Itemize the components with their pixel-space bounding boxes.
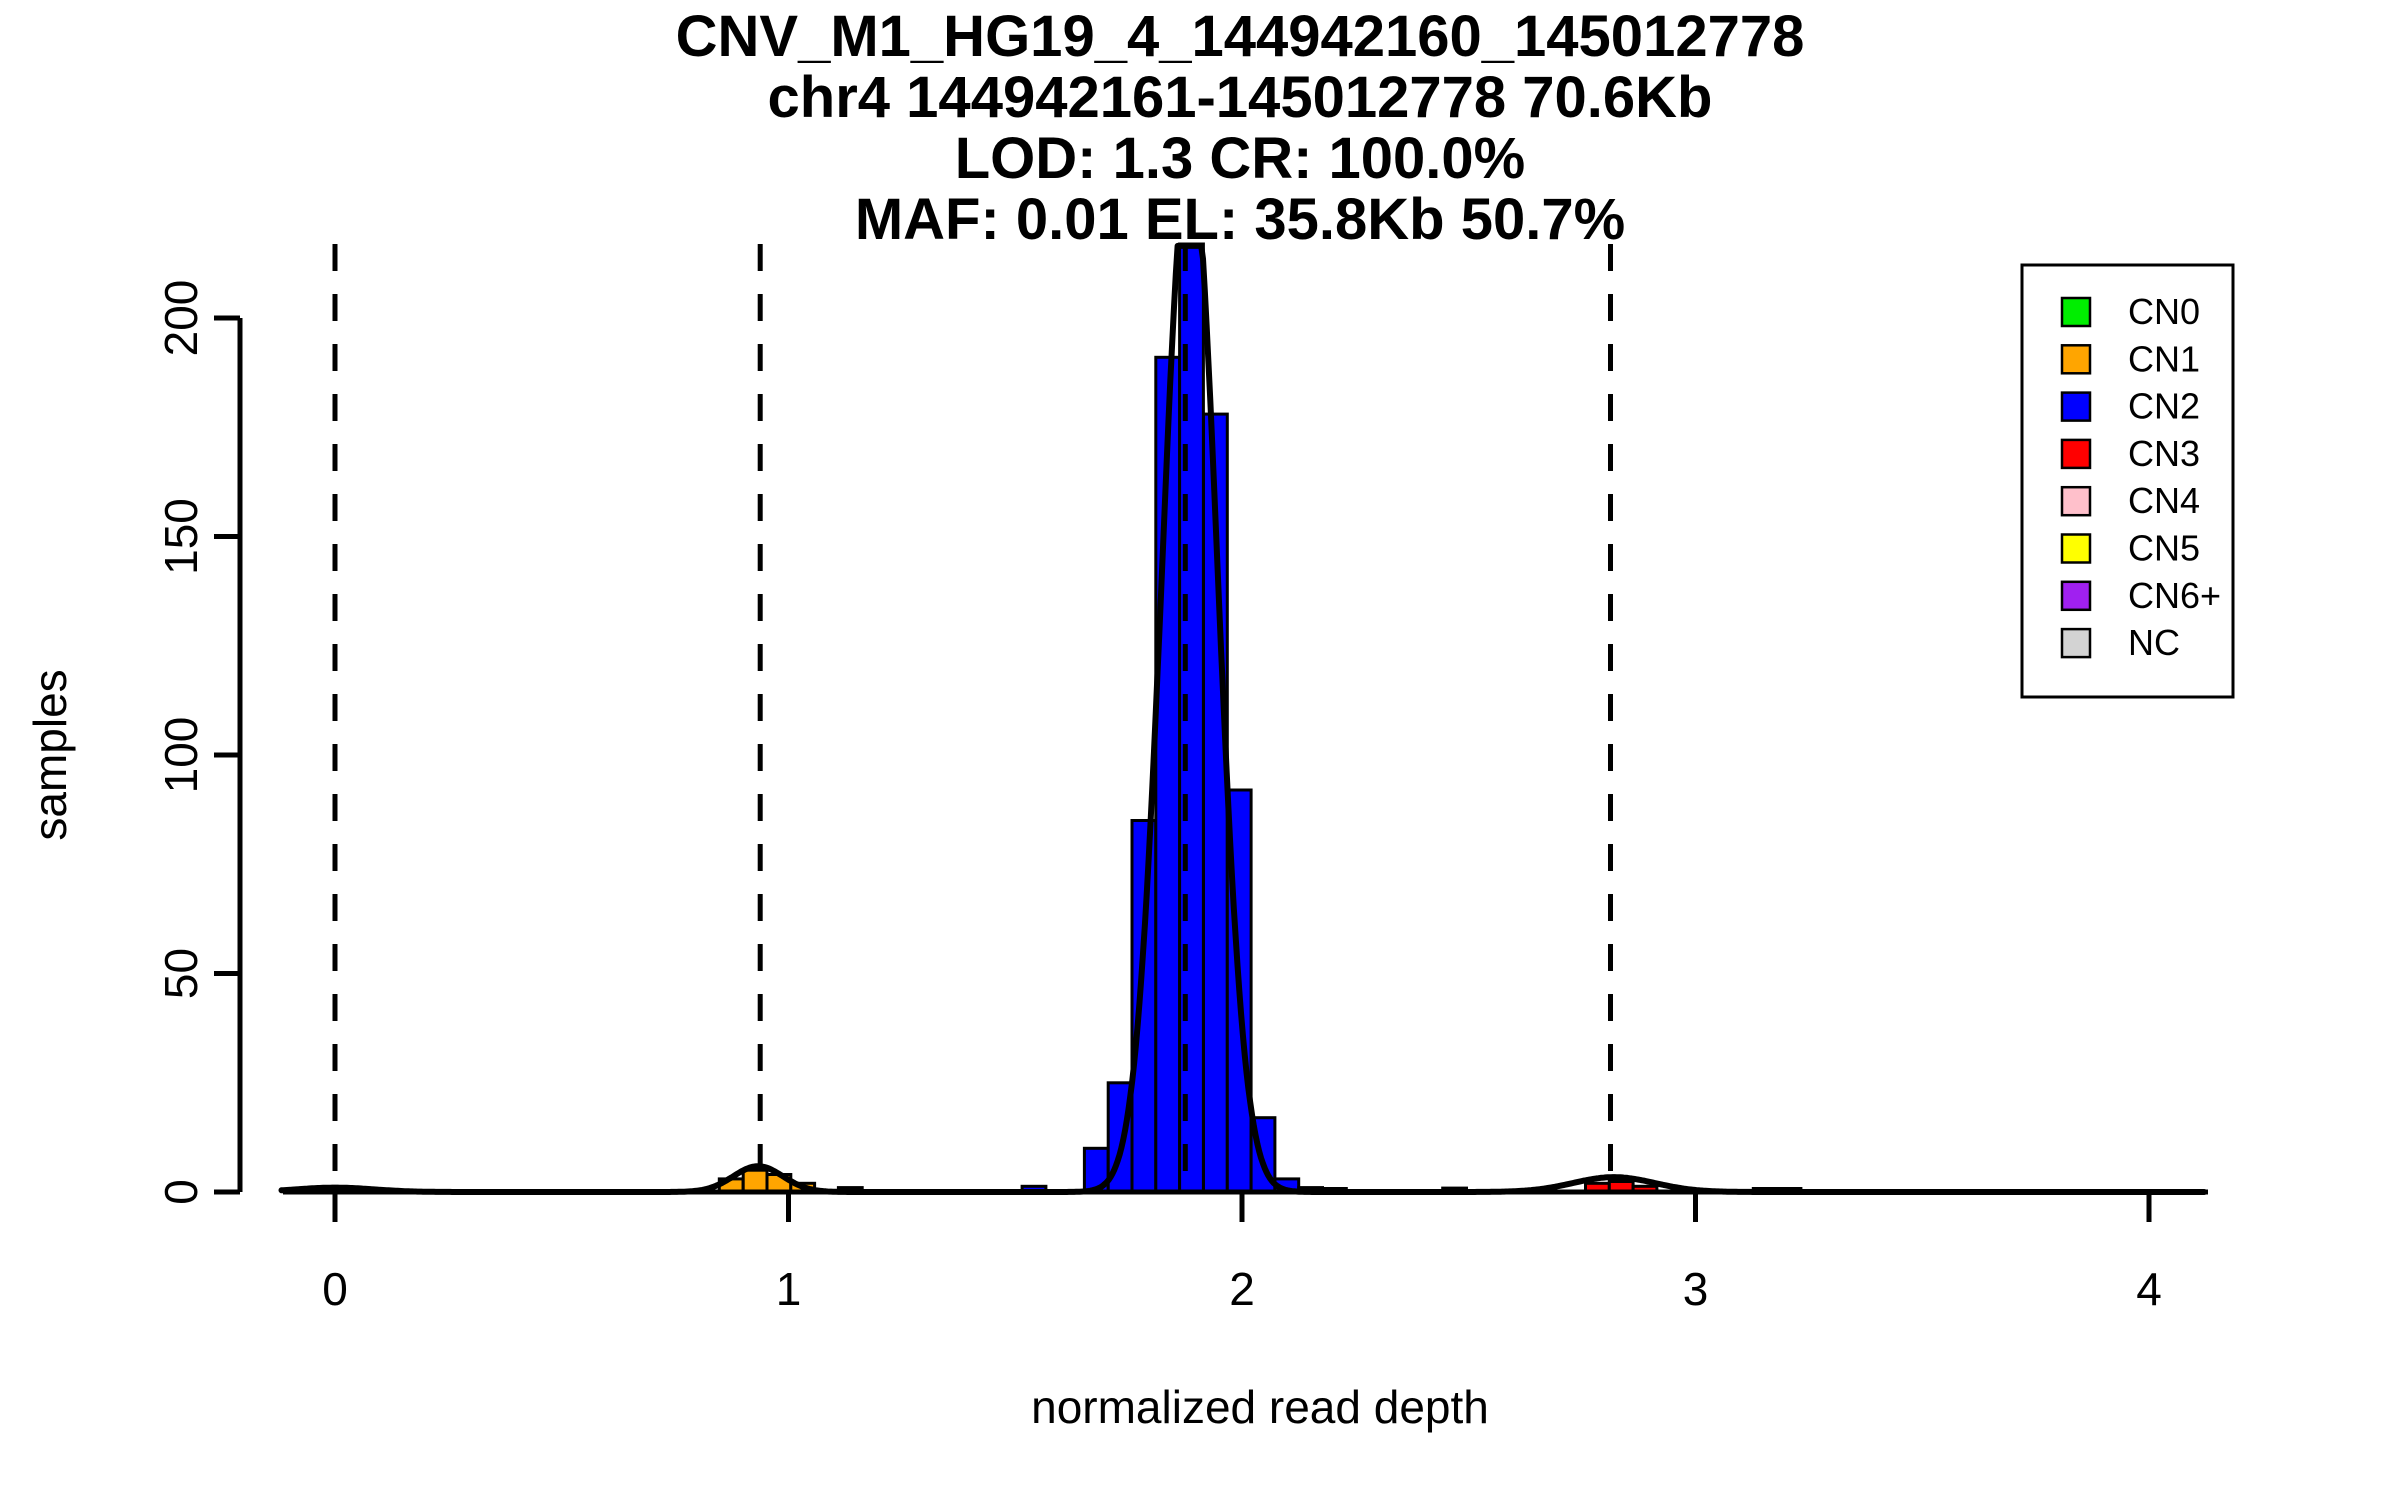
legend-item-cn0: CN0 bbox=[2060, 291, 2200, 332]
legend-item-label: CN1 bbox=[2128, 338, 2200, 379]
y-axis-label: samples bbox=[24, 669, 76, 840]
y-axis: 0 50 100 150 200 samples bbox=[24, 280, 243, 1205]
legend-swatch bbox=[2060, 296, 2092, 328]
chart-title-line-1: CNV_M1_HG19_4_144942160_145012778 bbox=[676, 4, 1805, 69]
legend-swatch bbox=[2060, 438, 2092, 470]
legend-item-label: CN3 bbox=[2128, 433, 2200, 474]
histogram-bars bbox=[285, 242, 1803, 1194]
histogram-bar-cn2 bbox=[1130, 819, 1158, 1194]
legend-swatch bbox=[2060, 344, 2092, 375]
y-axis-ticks: 0 50 100 150 200 bbox=[155, 280, 240, 1205]
legend-swatch bbox=[2060, 485, 2092, 517]
chart-title: CNV_M1_HG19_4_144942160_145012778 chr4 1… bbox=[676, 4, 1805, 252]
chart-title-line-4: MAF: 0.01 EL: 35.8Kb 50.7% bbox=[855, 187, 1625, 252]
x-axis: 0 1 2 3 4 normalized read depth bbox=[283, 1189, 2208, 1433]
legend-swatch bbox=[2060, 391, 2092, 422]
y-tick-label: 200 bbox=[155, 280, 207, 357]
legend-swatch bbox=[2060, 580, 2092, 612]
x-axis-label: normalized read depth bbox=[1031, 1381, 1489, 1433]
legend-item-cn6plus: CN6+ bbox=[2060, 575, 2221, 616]
x-tick-label: 2 bbox=[1229, 1263, 1255, 1315]
chart-title-line-3: LOD: 1.3 CR: 100.0% bbox=[955, 126, 1526, 191]
legend-item-label: CN0 bbox=[2128, 291, 2200, 332]
legend-item-label: NC bbox=[2128, 622, 2180, 663]
legend-item-cn2: CN2 bbox=[2060, 386, 2200, 427]
legend-item-label: CN5 bbox=[2128, 528, 2200, 569]
legend-item-label: CN6+ bbox=[2128, 575, 2221, 616]
legend-item-cn1: CN1 bbox=[2060, 338, 2200, 379]
x-tick-label: 1 bbox=[776, 1263, 802, 1315]
y-tick-label: 150 bbox=[155, 498, 207, 575]
density-curve-path bbox=[278, 242, 2208, 1195]
x-tick-label: 4 bbox=[2136, 1263, 2162, 1315]
legend-item-nc: NC bbox=[2060, 622, 2180, 663]
y-tick-label: 100 bbox=[155, 717, 207, 794]
legend-box bbox=[2020, 263, 2235, 699]
density-curve bbox=[278, 242, 2208, 1195]
legend-item-cn4: CN4 bbox=[2060, 480, 2200, 521]
legend-item-cn3: CN3 bbox=[2060, 433, 2200, 474]
chart-title-line-2: chr4 144942161-145012778 70.6Kb bbox=[768, 65, 1713, 130]
x-tick-label: 3 bbox=[1683, 1263, 1709, 1315]
legend: CN0 CN1 CN2 CN3 CN4 CN5 CN6+ NC bbox=[2020, 263, 2235, 699]
cn-guide-lines bbox=[332, 244, 1613, 1192]
legend-item-label: CN2 bbox=[2128, 386, 2200, 427]
legend-item-label: CN4 bbox=[2128, 480, 2200, 521]
histogram-bar-cn1 bbox=[741, 1168, 769, 1194]
legend-swatch bbox=[2060, 533, 2092, 564]
y-tick-label: 50 bbox=[155, 948, 207, 999]
legend-swatch bbox=[2060, 627, 2092, 659]
x-axis-ticks: 0 1 2 3 4 bbox=[322, 1192, 2162, 1315]
x-tick-label: 0 bbox=[322, 1263, 348, 1315]
y-tick-label: 0 bbox=[155, 1179, 207, 1205]
legend-item-cn5: CN5 bbox=[2060, 528, 2200, 569]
legend-items: CN0 CN1 CN2 CN3 CN4 CN5 CN6+ NC bbox=[2060, 291, 2221, 663]
